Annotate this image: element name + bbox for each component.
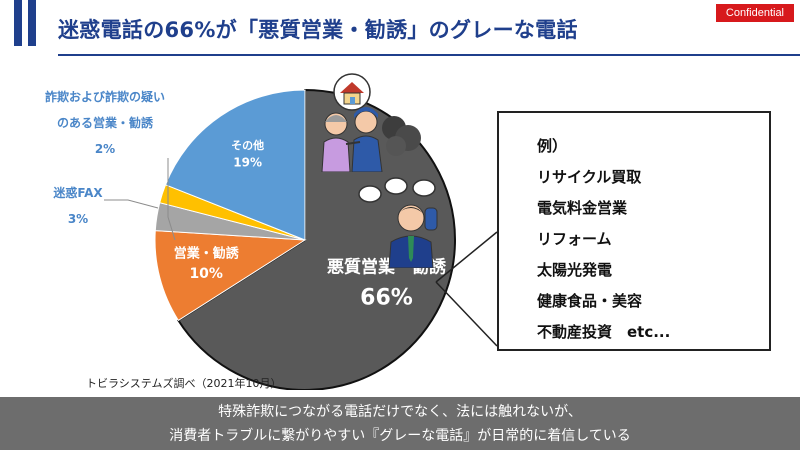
accent-bar bbox=[14, 0, 22, 46]
dark-cloud-icon bbox=[382, 116, 421, 156]
pie-slice bbox=[154, 230, 307, 322]
leader-line-fraud bbox=[167, 158, 176, 241]
slice-name-label: その他 bbox=[231, 138, 264, 152]
example-item: リサイクル買取 bbox=[537, 168, 642, 186]
salesman-on-phone-icon bbox=[388, 204, 438, 268]
slice-value-label: 66% bbox=[360, 286, 413, 311]
example-item: 健康食品・美容 bbox=[537, 292, 643, 310]
footer-line-1: 特殊詐欺につながる電話だけでなく、法には触れないが、 bbox=[218, 404, 582, 420]
fraud-label-line2: のある営業・勧誘 bbox=[56, 116, 153, 130]
examples-box: 例） リサイクル買取 電気料金営業 リフォーム 太陽光発電 健康食品・美容 不動… bbox=[497, 111, 771, 351]
fax-slice-label: 迷惑FAX 3% bbox=[42, 180, 114, 232]
slice-value-label: 19% bbox=[233, 155, 262, 169]
confidential-badge: Confidential bbox=[715, 4, 794, 22]
example-item: リフォーム bbox=[537, 230, 612, 248]
fax-label-pct: 3% bbox=[67, 212, 89, 226]
example-item: 不動産投資 etc... bbox=[537, 323, 671, 341]
pie-slice bbox=[164, 89, 306, 241]
fraud-label-line1: 詐欺および詐欺の疑い bbox=[44, 90, 165, 104]
accent-bar bbox=[28, 0, 36, 46]
pie-slice bbox=[176, 88, 456, 390]
callout-line bbox=[435, 231, 498, 283]
speech-bubbles-icon bbox=[358, 177, 436, 203]
footer-banner: 特殊詐欺につながる電話だけでなく、法には触れないが、 消費者トラブルに繋がりやす… bbox=[0, 397, 800, 450]
fraud-slice-label: 詐欺および詐欺の疑い のある営業・勧誘 2% bbox=[30, 84, 180, 162]
page-title: 迷惑電話の66%が「悪質営業・勧誘」のグレーな電話 bbox=[58, 18, 578, 42]
examples-header: 例） bbox=[537, 137, 568, 155]
examples-list: 例） リサイクル買取 電気料金営業 リフォーム 太陽光発電 健康食品・美容 不動… bbox=[537, 131, 769, 348]
footer-line-2: 消費者トラブルに繋がりやすい『グレーな電話』が日常的に着信している bbox=[169, 428, 631, 444]
fraud-label-pct: 2% bbox=[94, 142, 116, 156]
worried-couple-icon bbox=[321, 107, 383, 172]
house-warning-icon bbox=[333, 73, 371, 111]
fax-label-name: 迷惑FAX bbox=[53, 186, 103, 200]
source-note: トビラシステムズ調べ（2021年10月） bbox=[86, 377, 282, 390]
example-item: 太陽光発電 bbox=[537, 261, 613, 279]
slice-name-label: 営業・勧誘 bbox=[174, 246, 240, 262]
title-divider bbox=[58, 54, 800, 56]
accent-bars bbox=[14, 0, 44, 48]
callout-line bbox=[435, 281, 498, 347]
example-item: 電気料金営業 bbox=[537, 199, 628, 217]
slice-value-label: 10% bbox=[189, 266, 223, 282]
leader-line-fax bbox=[104, 199, 159, 209]
